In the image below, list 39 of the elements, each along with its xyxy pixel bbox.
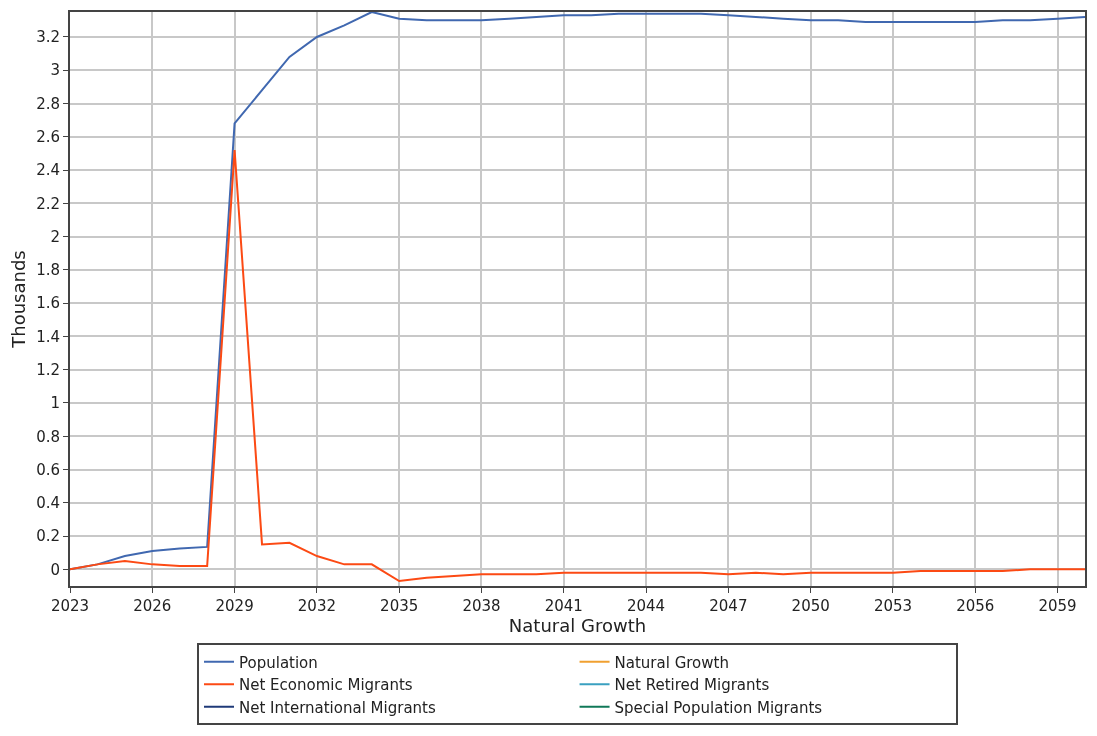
legend-label: Special Population Migrants: [614, 698, 823, 717]
y-tick-label: 1.2: [36, 360, 60, 379]
x-tick-label: 2026: [133, 597, 172, 615]
y-tick-label: 0.4: [36, 494, 60, 513]
legend-label: Population: [239, 653, 318, 672]
y-tick-label: 0.2: [36, 527, 60, 546]
x-tick-label: 2044: [626, 597, 666, 615]
y-tick-label: 2.4: [36, 161, 60, 180]
x-tick-label: 2032: [297, 597, 336, 615]
x-tick-label: 2056: [956, 597, 995, 615]
legend-label: Net Retired Migrants: [614, 676, 770, 694]
y-tick-label: 0: [50, 560, 60, 579]
x-tick-label: 2041: [544, 597, 583, 615]
y-axis-title: Thousands: [7, 250, 29, 349]
y-tick-label: 2: [50, 227, 60, 246]
y-tick-label: 3.2: [36, 28, 60, 47]
y-tick-label: 3: [50, 61, 60, 80]
y-tick-label: 2.6: [36, 128, 60, 147]
x-tick-label: 2047: [709, 597, 748, 615]
x-tick-label: 2029: [215, 597, 254, 615]
x-tick-label: 2023: [50, 597, 90, 615]
x-axis-title: Natural Growth: [508, 615, 647, 636]
y-tick-label: 1.4: [36, 327, 60, 346]
x-tick-label: 2038: [462, 597, 501, 615]
x-tick-label: 2035: [380, 597, 419, 615]
legend-label: Net International Migrants: [239, 698, 436, 717]
legend-label: Natural Growth: [614, 653, 729, 672]
y-tick-label: 1.6: [36, 294, 60, 313]
line-series: [70, 149, 1085, 583]
y-tick-label: 0.8: [36, 427, 60, 446]
y-tick-label: 2.8: [36, 94, 60, 113]
y-tick-label: 2.2: [36, 194, 60, 213]
y-tick-label: 1.8: [36, 261, 60, 280]
x-tick-label: 2053: [873, 597, 913, 615]
legend-label: Net Economic Migrants: [239, 676, 413, 694]
x-tick-label: 2059: [1038, 597, 1077, 615]
y-tick-label: 1: [50, 394, 60, 413]
x-tick-label: 2050: [791, 597, 830, 615]
y-tick-label: 0.6: [36, 460, 60, 479]
